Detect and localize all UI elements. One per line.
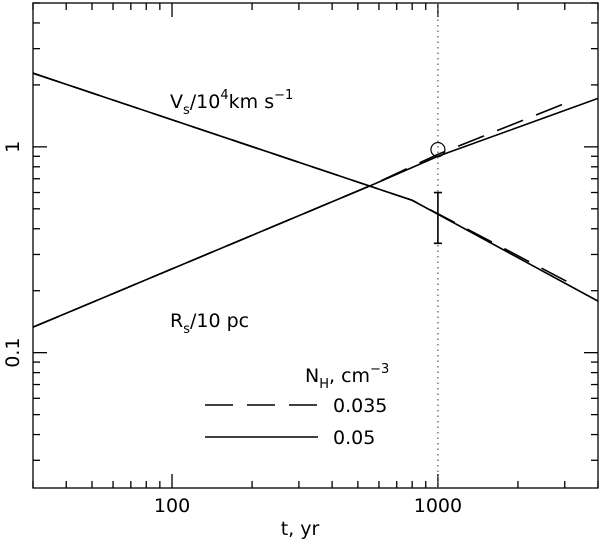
x-axis-label: t, yr: [281, 518, 320, 540]
curve: [32, 72, 599, 302]
vs-label: Vs/104km s−1: [170, 88, 293, 118]
legend-title: NH, cm−3: [305, 362, 389, 392]
x-tick-label: 100: [154, 495, 190, 517]
legend-label: 0.035: [333, 395, 387, 417]
data-point: [430, 141, 446, 158]
error-bar: [433, 191, 442, 245]
y-tick-label: 0.1: [2, 338, 24, 368]
plot-frame: [32, 2, 599, 489]
legend-label: 0.05: [333, 427, 375, 449]
rs-label: Rs/10 pc: [170, 310, 249, 337]
y-tick-label: 1: [2, 141, 24, 153]
x-tick-label: 1000: [414, 495, 462, 517]
curve: [32, 72, 573, 285]
curve: [32, 97, 599, 328]
